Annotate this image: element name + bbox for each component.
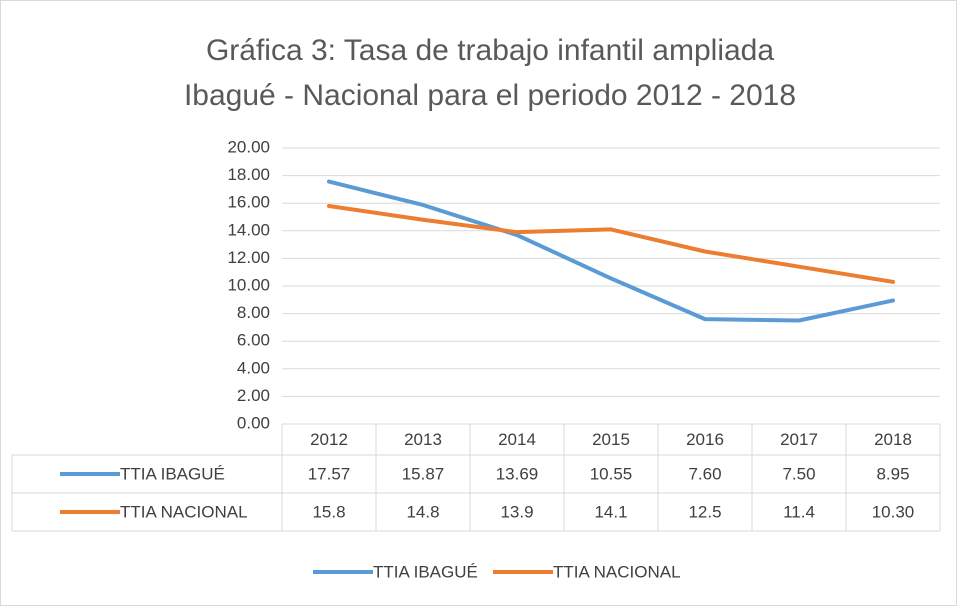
- table-value: 12.5: [688, 502, 721, 521]
- chart-title: Gráfica 3: Tasa de trabajo infantil ampl…: [206, 34, 774, 67]
- table-value: 7.50: [782, 464, 815, 483]
- y-tick-label: 6.00: [237, 331, 270, 350]
- series-line: [327, 179, 895, 323]
- table-value: 15.8: [312, 502, 345, 521]
- series-line: [327, 203, 895, 284]
- x-tick-label: 2018: [874, 430, 912, 449]
- table-value: 14.1: [594, 502, 627, 521]
- table-value: 15.87: [402, 464, 445, 483]
- legend-label: TTIA NACIONAL: [553, 562, 681, 581]
- legend-label: TTIA IBAGUÉ: [373, 562, 478, 581]
- y-tick-label: 12.00: [227, 248, 270, 267]
- table-value: 13.9: [500, 502, 533, 521]
- table-value: 10.55: [590, 464, 633, 483]
- table-value: 11.4: [783, 502, 815, 521]
- chart-title: Ibagué - Nacional para el periodo 2012 -…: [184, 79, 796, 112]
- table-value: 13.69: [496, 464, 539, 483]
- x-tick-label: 2012: [310, 430, 348, 449]
- y-tick-label: 4.00: [237, 358, 270, 377]
- table-value: 14.8: [406, 502, 439, 521]
- x-tick-label: 2013: [404, 430, 442, 449]
- x-tick-label: 2014: [498, 430, 536, 449]
- y-tick-label: 8.00: [237, 303, 270, 322]
- x-tick-label: 2015: [592, 430, 630, 449]
- y-tick-label: 2.00: [237, 386, 270, 405]
- table-value: 8.95: [876, 464, 909, 483]
- x-tick-label: 2017: [780, 430, 818, 449]
- y-tick-label: 14.00: [227, 220, 270, 239]
- y-tick-label: 10.00: [227, 275, 270, 294]
- table-series-name: TTIA IBAGUÉ: [120, 464, 225, 483]
- y-tick-label: 16.00: [227, 193, 270, 212]
- y-tick-label: 0.00: [237, 413, 270, 432]
- y-tick-label: 18.00: [227, 165, 270, 184]
- table-series-name: TTIA NACIONAL: [120, 502, 248, 521]
- x-tick-label: 2016: [686, 430, 724, 449]
- table-value: 17.57: [308, 464, 351, 483]
- table-value: 10.30: [872, 502, 915, 521]
- y-tick-label: 20.00: [227, 137, 270, 156]
- table-value: 7.60: [688, 464, 721, 483]
